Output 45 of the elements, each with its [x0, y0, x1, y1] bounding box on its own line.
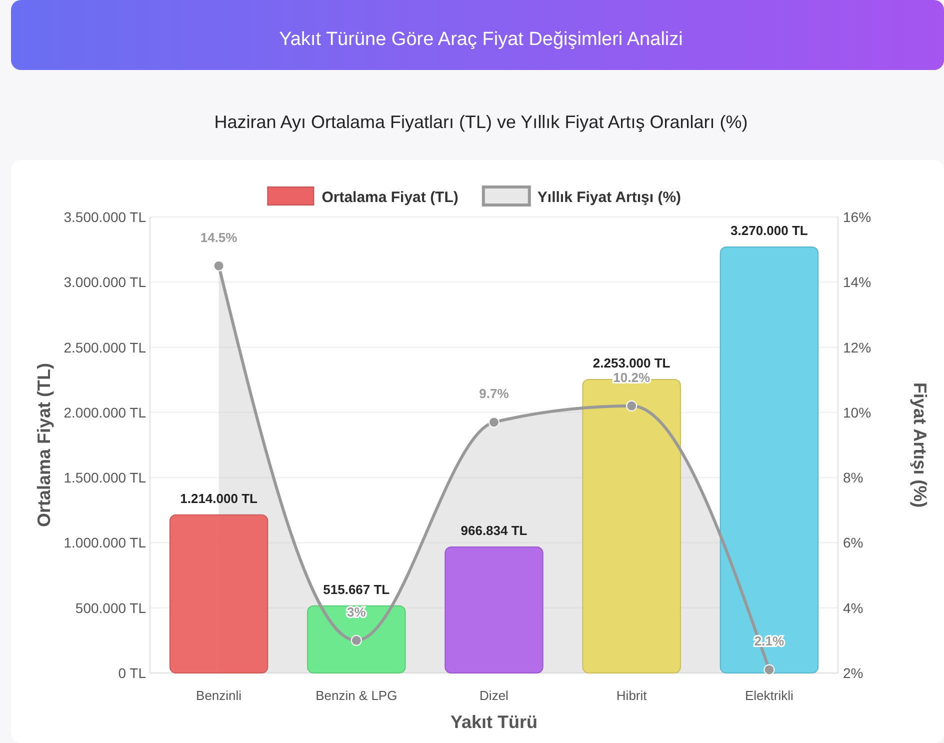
legend-label: Yıllık Fiyat Artışı (%) [537, 189, 682, 206]
data-label: 515.667 TL [323, 582, 390, 597]
bar [720, 246, 819, 674]
chart-title: Yakıt Türüne Göre Araç Fiyat Değişimleri Analizi [279, 29, 683, 50]
y-tick-label: 3.000.000 TL [64, 274, 146, 290]
point [626, 400, 638, 412]
x-tick-label: Dizel [480, 688, 509, 703]
data-label: 3% [347, 604, 366, 620]
data-label: 966.834 TL [460, 523, 528, 538]
y-axis-title: Ortalama Fiyat (TL) [34, 362, 54, 528]
data-label: 9.7% [479, 386, 510, 402]
point [764, 664, 775, 676]
y-tick-label: 1.500.000 TL [64, 470, 146, 486]
bar [444, 546, 544, 674]
y-tick-label: 2.000.000 TL [64, 404, 146, 420]
y-tick-label: 0 TL [118, 665, 146, 681]
y-tick-label: 3.500.000 TL [64, 209, 146, 225]
chart-subtitle: Haziran Ayı Ortalama Fiyatları (TL) ve Yıllık Fiyat Artış Oranları (%) [214, 112, 748, 132]
data-label: 1.214.000 TL [180, 490, 258, 506]
y2-axis-title: Fiyat Artışı (%) [910, 382, 930, 508]
data-label: 2.253.000 TL [592, 355, 670, 370]
x-tick-label: Benzinli [196, 688, 242, 703]
x-tick-label: Elektrikli [744, 688, 794, 703]
y2-tick-label: 4% [843, 600, 864, 616]
x-tick-label: Hibrit [616, 688, 648, 703]
y-tick-label: 2.500.000 TL [64, 339, 146, 356]
bar [169, 514, 268, 674]
y2-tick-label: 12% [843, 339, 872, 356]
y2-tick-label: 8% [843, 470, 864, 486]
data-label: 14.5% [200, 230, 238, 245]
y-tick-label: 1.000.000 TL [64, 534, 146, 551]
x-tick-label: Benzin & LPG [316, 688, 398, 703]
point [350, 634, 362, 646]
data-label: 3.270.000 TL [730, 222, 808, 238]
y-tick-label: 500.000 TL [75, 600, 146, 616]
y2-tick-label: 16% [843, 209, 872, 225]
y2-tick-label: 6% [843, 534, 864, 551]
x-axis-title: Yakıt Türü [450, 712, 538, 732]
y2-tick-label: 14% [843, 274, 872, 290]
y2-tick-label: 2% [843, 665, 864, 681]
y2-tick-label: 10% [843, 404, 872, 420]
legend-label: Ortalama Fiyat (TL) [322, 189, 458, 206]
point [213, 260, 224, 272]
point [488, 416, 500, 428]
bar [307, 605, 406, 674]
